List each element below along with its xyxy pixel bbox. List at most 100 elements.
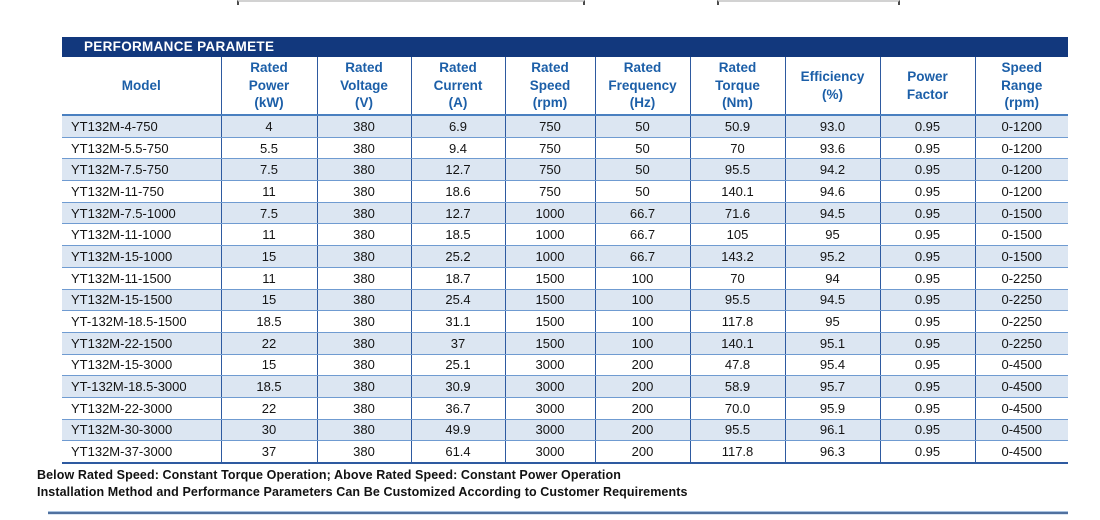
value-cell: 95.2 bbox=[784, 245, 880, 268]
value-cell: 100 bbox=[594, 267, 690, 290]
value-cell: 94 bbox=[784, 267, 880, 290]
footnote-line: Below Rated Speed: Constant Torque Opera… bbox=[37, 468, 621, 482]
column-header: Model bbox=[62, 57, 221, 116]
model-cell: YT-132M-18.5-3000 bbox=[62, 375, 221, 398]
value-cell: 58.9 bbox=[689, 375, 785, 398]
table-row: YT132M-11-1500 11 380 18.7 1500 100 70 94 0.95 0-… bbox=[62, 267, 1068, 290]
value-cell: 66.7 bbox=[594, 245, 690, 268]
value-cell: 380 bbox=[316, 180, 411, 203]
value-cell: 95.4 bbox=[784, 354, 880, 377]
value-cell: 380 bbox=[316, 440, 411, 465]
value-cell: 18.5 bbox=[220, 375, 317, 398]
value-cell: 0.95 bbox=[879, 397, 975, 420]
value-cell: 0.95 bbox=[879, 137, 975, 160]
value-cell: 11 bbox=[220, 267, 317, 290]
value-cell: 0.95 bbox=[879, 223, 975, 247]
value-cell: 25.2 bbox=[410, 245, 505, 268]
value-cell: 380 bbox=[316, 245, 411, 268]
value-cell: 70 bbox=[689, 137, 785, 160]
value-cell: 94.5 bbox=[784, 202, 880, 225]
value-cell: 380 bbox=[316, 158, 411, 182]
table-row: YT-132M-18.5-3000 18.5 380 30.9 3000 200 58.9 9… bbox=[62, 375, 1068, 398]
value-cell: 3000 bbox=[504, 440, 595, 465]
value-cell: 30 bbox=[220, 419, 317, 442]
value-cell: 66.7 bbox=[594, 202, 690, 225]
value-cell: 96.3 bbox=[784, 440, 880, 465]
value-cell: 143.2 bbox=[689, 245, 785, 268]
value-cell: 30.9 bbox=[410, 375, 505, 398]
model-cell: YT132M-11-750 bbox=[62, 180, 221, 203]
value-cell: 380 bbox=[316, 202, 411, 225]
value-cell: 0-1500 bbox=[974, 223, 1068, 247]
table-row: YT132M-11-750 11 380 18.6 750 50 140.1 94.6 0.95… bbox=[62, 180, 1068, 203]
section-title: PERFORMANCE PARAMETE bbox=[62, 37, 1068, 57]
value-cell: 3000 bbox=[504, 397, 595, 420]
value-cell: 0-4500 bbox=[974, 397, 1068, 420]
value-cell: 71.6 bbox=[689, 202, 785, 225]
value-cell: 50 bbox=[594, 180, 690, 203]
model-cell: YT132M-37-3000 bbox=[62, 440, 221, 465]
performance-parameters-section: PERFORMANCE PARAMETE Model Rated Power (k… bbox=[62, 37, 1068, 465]
value-cell: 96.1 bbox=[784, 419, 880, 442]
value-cell: 70 bbox=[689, 267, 785, 290]
value-cell: 31.1 bbox=[410, 310, 505, 333]
table-row: YT132M-11-1000 11 380 18.5 1000 66.7 105 95 0.95… bbox=[62, 223, 1068, 247]
value-cell: 94.6 bbox=[784, 180, 880, 203]
value-cell: 36.7 bbox=[410, 397, 505, 420]
value-cell: 0.95 bbox=[879, 180, 975, 203]
value-cell: 380 bbox=[316, 137, 411, 160]
value-cell: 95.5 bbox=[689, 289, 785, 312]
model-cell: YT132M-4-750 bbox=[62, 115, 221, 138]
value-cell: 0.95 bbox=[879, 310, 975, 333]
value-cell: 380 bbox=[316, 375, 411, 398]
value-cell: 0-1200 bbox=[974, 180, 1068, 203]
value-cell: 50.9 bbox=[689, 115, 785, 138]
value-cell: 200 bbox=[594, 354, 690, 377]
table-row: YT132M-5.5-750 5.5 380 9.4 750 50 70 93.6 0.95 0-… bbox=[62, 137, 1068, 160]
value-cell: 37 bbox=[220, 440, 317, 465]
value-cell: 12.7 bbox=[410, 202, 505, 225]
value-cell: 380 bbox=[316, 115, 411, 138]
value-cell: 380 bbox=[316, 223, 411, 247]
value-cell: 0.95 bbox=[879, 440, 975, 465]
table-row: YT-132M-18.5-1500 18.5 380 31.1 1500 100 117.8… bbox=[62, 310, 1068, 333]
value-cell: 50 bbox=[594, 115, 690, 138]
value-cell: 95.9 bbox=[784, 397, 880, 420]
value-cell: 1500 bbox=[504, 267, 595, 290]
value-cell: 0-1500 bbox=[974, 202, 1068, 225]
value-cell: 5.5 bbox=[220, 137, 317, 160]
value-cell: 200 bbox=[594, 440, 690, 465]
value-cell: 140.1 bbox=[689, 332, 785, 355]
value-cell: 0.95 bbox=[879, 202, 975, 225]
value-cell: 12.7 bbox=[410, 158, 505, 182]
value-cell: 200 bbox=[594, 419, 690, 442]
value-cell: 95 bbox=[784, 223, 880, 247]
model-cell: YT132M-15-1500 bbox=[62, 289, 221, 312]
value-cell: 94.2 bbox=[784, 158, 880, 182]
value-cell: 117.8 bbox=[689, 440, 785, 465]
column-header: Efficiency (%) bbox=[784, 57, 880, 116]
value-cell: 380 bbox=[316, 354, 411, 377]
value-cell: 15 bbox=[220, 289, 317, 312]
value-cell: 4 bbox=[220, 115, 317, 138]
value-cell: 140.1 bbox=[689, 180, 785, 203]
table-row: YT132M-22-1500 22 380 37 1500 100 140.1 95.1 0.9… bbox=[62, 332, 1068, 355]
table-body: YT132M-4-750 4 380 6.9 750 50 50.9 93.0 0.95 0-12… bbox=[62, 115, 1068, 465]
column-header: Power Factor bbox=[879, 57, 975, 116]
value-cell: 0-4500 bbox=[974, 419, 1068, 442]
value-cell: 0.95 bbox=[879, 267, 975, 290]
value-cell: 0-2250 bbox=[974, 289, 1068, 312]
table-row: YT132M-15-3000 15 380 25.1 3000 200 47.8 95.4 0.… bbox=[62, 354, 1068, 377]
value-cell: 0.95 bbox=[879, 354, 975, 377]
value-cell: 750 bbox=[504, 180, 595, 203]
value-cell: 750 bbox=[504, 137, 595, 160]
model-cell: YT132M-11-1000 bbox=[62, 223, 221, 247]
value-cell: 0-2250 bbox=[974, 267, 1068, 290]
value-cell: 95.5 bbox=[689, 158, 785, 182]
value-cell: 66.7 bbox=[594, 223, 690, 247]
value-cell: 100 bbox=[594, 289, 690, 312]
value-cell: 1500 bbox=[504, 310, 595, 333]
model-cell: YT-132M-18.5-1500 bbox=[62, 310, 221, 333]
value-cell: 0.95 bbox=[879, 332, 975, 355]
model-cell: YT132M-5.5-750 bbox=[62, 137, 221, 160]
